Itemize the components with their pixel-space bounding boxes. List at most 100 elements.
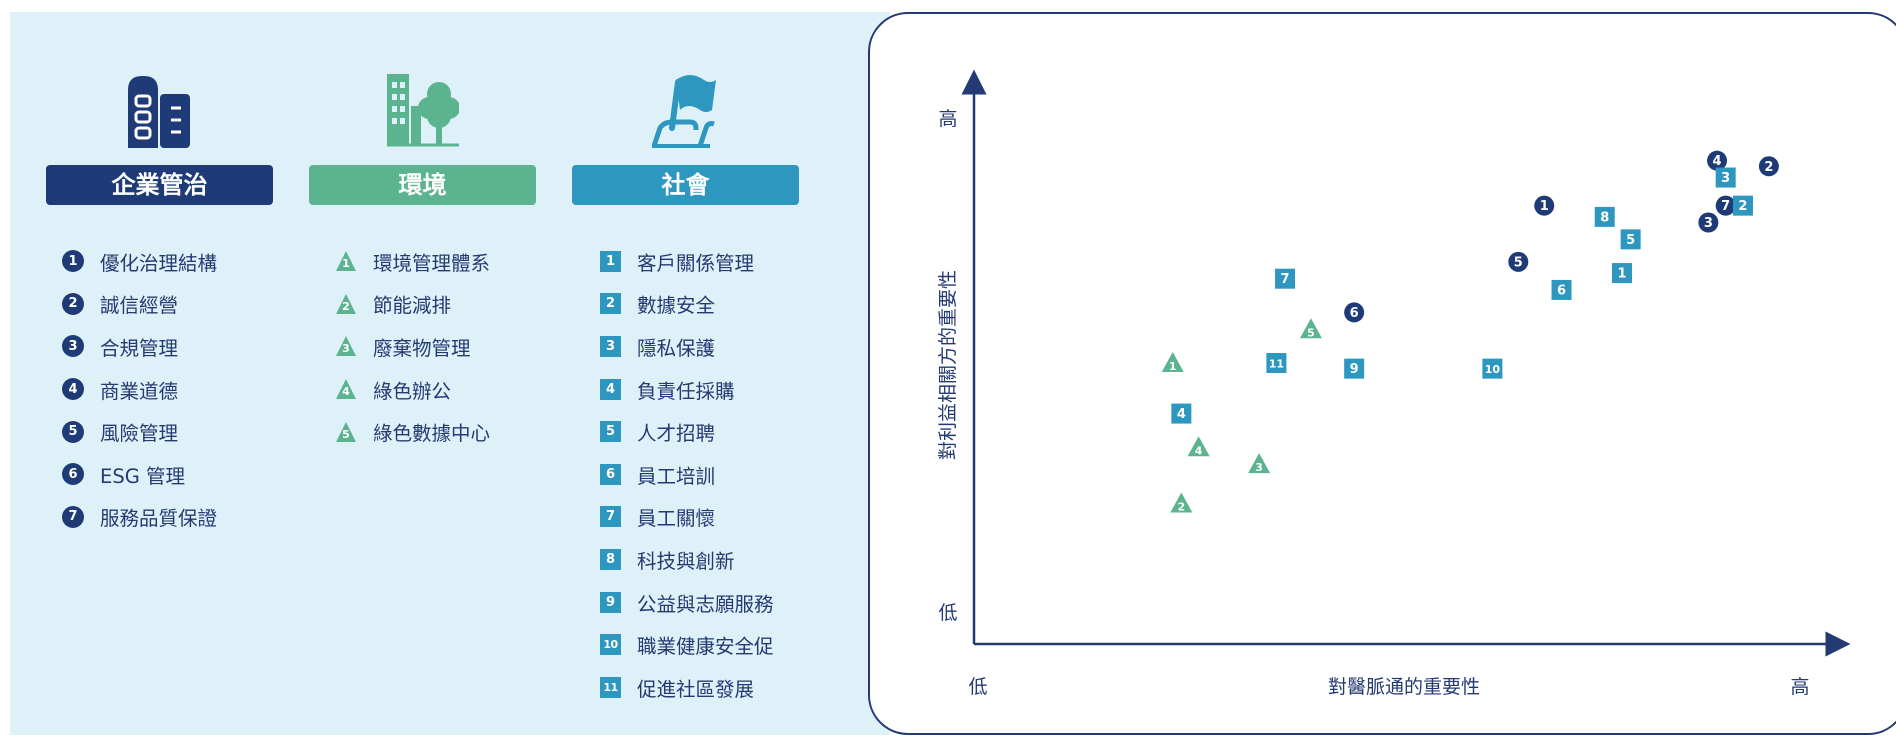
- item-label: 促進社區發展: [637, 677, 755, 701]
- item-label: 合規管理: [100, 336, 179, 360]
- list-item: 4 負責任採購: [600, 368, 774, 411]
- social-point-label: 5: [1626, 233, 1635, 248]
- governance-marker-shape: [1707, 150, 1728, 171]
- social-point-9: 9: [1344, 358, 1365, 379]
- item-label: 科技與創新: [637, 549, 735, 573]
- environment-point-2: 2: [1170, 492, 1193, 514]
- social-point-1: 1: [1612, 263, 1632, 284]
- list-item: 7 服務品質保證: [62, 496, 217, 539]
- social-marker-shape: [1732, 195, 1753, 216]
- list-item: 10 職業健康安全促: [600, 623, 774, 666]
- governance-marker-shape: [1698, 212, 1719, 233]
- environment-list: 1 環境管理體系 2 節能減排 3 廢棄物管理 4 綠色辦公 5 綠色數據中心: [335, 240, 490, 453]
- item-label: 服務品質保證: [100, 507, 218, 531]
- item-label: 數據安全: [637, 294, 716, 318]
- social-point-8: 8: [1594, 206, 1615, 227]
- item-label: 綠色數據中心: [373, 422, 491, 446]
- governance-point-2: 2: [1758, 156, 1779, 177]
- social-marker-shape: [1551, 279, 1572, 300]
- x-axis-title: 對醫脈通的重要性: [1328, 676, 1480, 698]
- list-item: 5 風險管理: [62, 410, 217, 453]
- list-item: 4 商業道德: [62, 368, 217, 411]
- governance-marker-shape: [1715, 195, 1736, 216]
- social-point-label: 1: [1617, 267, 1626, 282]
- list-item: 5 綠色數據中心: [335, 410, 490, 453]
- environment-point-3: 3: [1248, 453, 1271, 474]
- list-item: 3 合規管理: [62, 325, 217, 368]
- x-axis-low-label: 低: [968, 676, 987, 698]
- governance-marker: 6: [62, 463, 84, 486]
- environment-point-label: 2: [1178, 501, 1186, 514]
- social-point-4: 4: [1171, 403, 1192, 424]
- social-point-label: 4: [1177, 407, 1186, 422]
- social-point-7: 7: [1275, 268, 1296, 289]
- item-label: 隱私保護: [637, 336, 716, 360]
- list-item: 11 促進社區發展: [600, 666, 774, 709]
- governance-point-label: 6: [1350, 306, 1359, 321]
- item-label: 員工關懷: [637, 507, 716, 531]
- governance-marker: 5: [62, 420, 84, 443]
- social-header: 社會: [572, 165, 799, 205]
- environment-marker-shape: [1161, 352, 1184, 372]
- legend-panel: 企業管治 1 優化治理結構 2 誠信經營 3 合規管理 4 商業道德 5 風險管理 6 ES…: [10, 12, 890, 735]
- environment-marker-shape: [1187, 436, 1210, 457]
- list-item: 4 綠色辦公: [335, 368, 490, 411]
- social-marker: 2: [600, 293, 621, 315]
- governance-marker-shape: [1758, 156, 1779, 177]
- social-marker: 7: [600, 506, 621, 528]
- environment-header: 環境: [309, 165, 536, 205]
- scatter-plot: 低 高 對醫脈通的重要性 低 高 對利益相關方的重要性 123456712345…: [937, 69, 1851, 698]
- list-item: 2 誠信經營: [62, 283, 217, 326]
- environment-point-label: 1: [1169, 360, 1177, 373]
- governance-point-label: 7: [1721, 199, 1730, 214]
- environment-marker: 5: [335, 421, 357, 443]
- social-marker-shape: [1275, 268, 1296, 289]
- social-point-label: 7: [1281, 272, 1290, 287]
- social-marker: 10: [600, 634, 621, 656]
- list-item: 6 員工培訓: [600, 453, 774, 496]
- list-item: 5 人才招聘: [600, 410, 774, 453]
- social-point-label: 9: [1350, 362, 1359, 377]
- list-item: 8 科技與創新: [600, 538, 774, 581]
- social-marker: 5: [600, 421, 621, 443]
- environment-point-1: 1: [1161, 352, 1184, 373]
- social-point-label: 10: [1485, 363, 1501, 376]
- governance-header: 企業管治: [46, 165, 273, 205]
- x-axis-high-label: 高: [1790, 676, 1809, 698]
- y-axis-low-label: 低: [938, 602, 957, 624]
- environment-marker: 4: [335, 378, 357, 400]
- list-item: 9 公益與志願服務: [600, 581, 774, 624]
- item-label: 負責任採購: [637, 379, 735, 403]
- social-marker-shape: [1620, 229, 1641, 250]
- social-point-11: 11: [1266, 353, 1287, 373]
- social-marker: 6: [600, 463, 621, 485]
- governance-point-5: 5: [1508, 251, 1529, 272]
- governance-point-label: 3: [1704, 216, 1713, 231]
- governance-point-7: 7: [1715, 195, 1736, 216]
- environment-point-label: 5: [1307, 326, 1315, 339]
- social-point-label: 8: [1600, 210, 1609, 225]
- item-label: 環境管理體系: [373, 251, 491, 275]
- governance-marker: 4: [62, 378, 84, 401]
- item-label: 商業道德: [100, 379, 179, 403]
- item-label: ESG 管理: [100, 464, 186, 488]
- item-label: 員工培訓: [637, 464, 716, 488]
- governance-marker-shape: [1508, 251, 1529, 272]
- environment-marker: 2: [335, 293, 357, 315]
- governance-point-label: 2: [1764, 160, 1773, 175]
- governance-marker: 1: [62, 250, 84, 273]
- list-item: 1 優化治理結構: [62, 240, 217, 283]
- social-marker: 1: [600, 250, 621, 272]
- social-point-6: 6: [1551, 279, 1572, 300]
- environment-marker-shape: [1299, 318, 1322, 339]
- list-item: 7 員工關懷: [600, 496, 774, 539]
- social-marker-shape: [1344, 358, 1365, 379]
- item-label: 公益與志願服務: [637, 592, 774, 616]
- governance-point-label: 4: [1713, 154, 1722, 169]
- building-with-tree-icon: [387, 74, 459, 147]
- social-marker: 11: [600, 676, 621, 698]
- environment-point-5: 5: [1299, 318, 1322, 339]
- environment-marker: 1: [335, 250, 357, 272]
- list-item: 3 廢棄物管理: [335, 325, 490, 368]
- environment-point-4: 4: [1187, 436, 1210, 457]
